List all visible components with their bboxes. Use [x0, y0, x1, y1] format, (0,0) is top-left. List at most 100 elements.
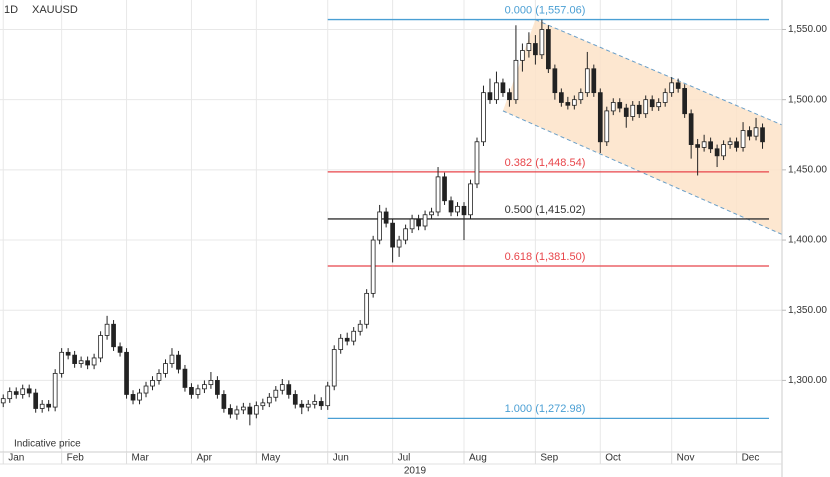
candle-body [546, 29, 551, 70]
candle-body [396, 239, 402, 248]
candle-body [312, 401, 318, 405]
candle-body [260, 402, 266, 407]
candle-body [357, 323, 363, 332]
fib-label: 1.000 (1,272.98) [505, 403, 586, 415]
candle-body [325, 385, 331, 407]
candle-body [571, 99, 577, 106]
x-tick-label: Feb [67, 453, 85, 464]
candle-body [390, 222, 395, 248]
candle-body [500, 82, 506, 94]
x-tick-label: May [261, 453, 280, 464]
x-tick-label: Aug [469, 453, 487, 464]
channel-line [535, 19, 783, 126]
candle-body [727, 141, 733, 145]
x-tick-label: Jul [398, 453, 411, 464]
x-tick-label: Oct [605, 453, 621, 464]
candle-body [344, 337, 350, 342]
fibonacci: 0.000 (1,557.06) 0.382 (1,448.54) 0.500 (1… [327, 4, 770, 419]
candle-body [286, 384, 292, 395]
candle-body [26, 388, 32, 394]
channel-area [502, 19, 782, 235]
candle-body [662, 92, 668, 103]
candle-body [448, 200, 454, 213]
candle-body [442, 176, 447, 202]
candle-body [734, 141, 739, 148]
x-tick-label: Mar [132, 453, 150, 464]
candle-body [377, 211, 382, 241]
candle-body [253, 405, 259, 415]
candle-body [708, 141, 713, 150]
x-tick-label: Apr [196, 453, 212, 464]
y-tick-label: 1,500.00 [788, 94, 827, 105]
candle-body [33, 392, 39, 409]
candles [0, 19, 765, 426]
candle-body [507, 92, 512, 101]
candle-body [370, 239, 376, 294]
candle-body [143, 385, 149, 394]
candle-body [487, 92, 493, 101]
fib-label: 0.618 (1,381.50) [505, 251, 586, 263]
candle-body [78, 360, 84, 364]
candle-body [234, 409, 240, 415]
symbol: XAUUSD [32, 4, 78, 16]
candle-body [117, 346, 123, 353]
fib-label: 0.382 (1,448.54) [505, 157, 586, 169]
candle-body [409, 218, 415, 230]
y-tick-label: 1,550.00 [788, 24, 827, 35]
candle-body [137, 392, 142, 401]
candle-body [461, 205, 467, 216]
candle-body [429, 211, 434, 216]
candle-body [455, 205, 460, 213]
candle-body [241, 406, 246, 411]
candle-body [195, 388, 201, 395]
channel [502, 19, 783, 235]
channel-line [502, 110, 783, 235]
candle-body [208, 380, 214, 386]
candle-body [221, 394, 227, 409]
candle-body [228, 408, 233, 415]
candle-body [279, 384, 285, 391]
candle-body [20, 388, 26, 395]
candle-body [584, 68, 590, 94]
candle-body [669, 82, 675, 94]
candle-body [675, 82, 681, 89]
x-tick-label: Jun [333, 453, 349, 464]
x-tick-label: Nov [677, 453, 695, 464]
candle-body [305, 403, 311, 408]
y-tick-label: 1,450.00 [788, 164, 827, 175]
y-tick-label: 1,300.00 [788, 375, 827, 386]
candle-body [695, 144, 700, 148]
candle-body [623, 107, 629, 117]
candle-body [130, 394, 136, 401]
candle-body [416, 218, 421, 227]
candle-body [299, 403, 305, 408]
candle-body [163, 363, 168, 374]
candle-body [610, 102, 616, 112]
candle-body [597, 92, 603, 143]
candle-body [701, 141, 707, 148]
candle-body [215, 380, 220, 395]
candle-body [565, 102, 571, 106]
candle-body [156, 372, 162, 381]
y-tick-label: 1,400.00 [788, 235, 827, 246]
candle-body [591, 68, 597, 94]
candle-body [539, 29, 545, 56]
candle-body [65, 351, 71, 356]
candle-body [202, 384, 207, 390]
candle-body [552, 68, 558, 94]
candle-body [318, 401, 324, 407]
candle-body [189, 387, 194, 395]
candle-body [292, 394, 298, 405]
candle-body [714, 148, 720, 157]
candle-body [760, 127, 765, 143]
candle-body [72, 354, 77, 364]
candle-body [422, 214, 428, 227]
candle-body [111, 323, 116, 348]
candle-body [39, 403, 45, 409]
candle-body [98, 335, 103, 359]
candle-body [604, 110, 610, 143]
candle-body [747, 130, 752, 137]
